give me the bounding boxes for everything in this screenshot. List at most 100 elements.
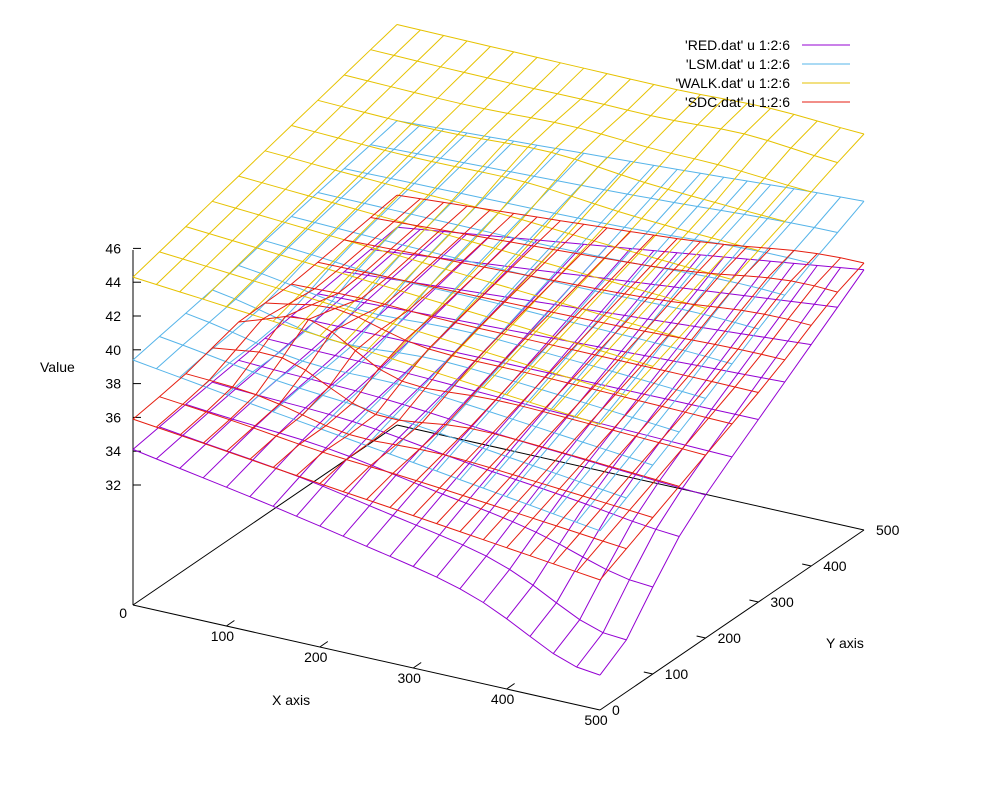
mesh-line <box>342 227 608 492</box>
mesh-line <box>529 250 795 557</box>
mesh-line <box>389 250 655 557</box>
mesh-line <box>389 165 655 455</box>
y-tick-mark <box>696 635 706 639</box>
mesh-line <box>319 223 585 484</box>
mesh-line <box>599 133 865 425</box>
mesh-line <box>436 94 701 374</box>
mesh-line <box>179 35 445 293</box>
mesh-line <box>296 241 561 517</box>
y-tick-mark <box>749 599 759 603</box>
surface-series-1 <box>132 120 865 532</box>
x-tick-mark <box>506 683 515 690</box>
mesh-line <box>482 258 748 603</box>
z-tick-label: 46 <box>105 240 121 256</box>
mesh-line <box>576 196 841 523</box>
mesh-line <box>412 169 678 463</box>
mesh-line <box>179 128 445 378</box>
mesh-line <box>506 184 771 498</box>
mesh-line <box>576 257 841 573</box>
mesh-line <box>599 262 865 581</box>
mesh-line <box>552 120 818 411</box>
mesh-line <box>459 244 725 532</box>
legend-entry-label: 'LSM.dat' u 1:2:6 <box>686 56 790 72</box>
mesh-line <box>249 213 515 460</box>
mesh-line <box>552 253 818 565</box>
mesh-line <box>272 57 538 322</box>
z-tick-label: 42 <box>105 308 121 324</box>
mesh-line <box>272 144 538 413</box>
mesh-line <box>226 209 491 452</box>
mesh-line <box>132 226 398 450</box>
z-tick-label: 32 <box>105 477 121 493</box>
mesh-line <box>366 78 631 352</box>
mesh-line <box>202 205 468 444</box>
mesh-line <box>132 448 601 676</box>
y-tick-label: 300 <box>770 594 794 610</box>
mesh-line <box>412 252 678 567</box>
x-tick-label: 100 <box>211 628 235 644</box>
mesh-line <box>599 200 865 532</box>
mesh-line <box>226 235 491 488</box>
mesh-line <box>155 29 421 285</box>
x-axis-line <box>132 604 601 711</box>
mesh-line <box>342 73 608 344</box>
x-tick-label: 0 <box>119 605 127 621</box>
mesh-line <box>179 231 445 469</box>
mesh-line <box>529 263 795 637</box>
mesh-line <box>576 127 841 418</box>
mesh-line <box>436 254 701 578</box>
z-tick-label: 44 <box>105 274 121 290</box>
mesh-line <box>226 136 491 396</box>
mesh-line <box>366 231 631 500</box>
legend-entry-label: 'SDC.dat' u 1:2:6 <box>685 94 790 110</box>
mesh-line <box>249 140 515 404</box>
mesh-line <box>155 124 421 370</box>
mesh-line <box>272 216 538 468</box>
surface-series-2 <box>132 24 865 425</box>
mesh-line <box>155 198 421 428</box>
mesh-line <box>436 172 701 472</box>
y-tick-label: 200 <box>718 630 742 646</box>
z-tick-label: 34 <box>105 443 121 459</box>
x-tick-label: 200 <box>304 649 328 665</box>
surface-series-0 <box>132 226 865 676</box>
z-tick-label: 36 <box>105 409 121 425</box>
z-tick-label: 40 <box>105 342 121 358</box>
mesh-line <box>459 256 725 590</box>
x-tick-mark <box>319 641 329 648</box>
x-tick-label: 400 <box>491 691 515 707</box>
mesh-line <box>179 202 445 436</box>
mesh-line <box>412 238 678 516</box>
mesh-line <box>344 168 812 264</box>
mesh-line <box>132 194 398 420</box>
mesh-line <box>155 229 421 460</box>
y-axis-line <box>599 529 865 711</box>
mesh-line <box>249 51 515 315</box>
mesh-line <box>319 67 585 337</box>
mesh-line <box>552 192 818 515</box>
mesh-line <box>389 234 655 508</box>
mesh-line <box>459 176 725 480</box>
mesh-line <box>202 233 468 479</box>
mesh-line <box>366 161 631 446</box>
x-tick-mark <box>412 662 422 669</box>
legend-entry-label: 'RED.dat' u 1:2:6 <box>685 37 790 53</box>
y-tick-label: 400 <box>823 558 847 574</box>
surface-series-3 <box>132 194 865 581</box>
z-axis-label: Value <box>40 359 75 375</box>
mesh-line <box>342 157 608 438</box>
x-tick-mark <box>226 620 235 627</box>
y-axis-label: Y axis <box>826 635 864 651</box>
back-x-axis-line <box>396 424 865 531</box>
mesh-line <box>226 46 491 307</box>
mesh-line <box>389 84 655 359</box>
mesh-line <box>202 132 468 387</box>
y-tick-mark <box>802 563 812 567</box>
mesh-line <box>529 114 795 403</box>
z-tick-label: 38 <box>105 376 121 392</box>
mesh-line <box>132 120 398 361</box>
y-tick-label: 100 <box>665 666 689 682</box>
mesh-line <box>506 248 771 549</box>
mesh-line <box>576 267 842 668</box>
